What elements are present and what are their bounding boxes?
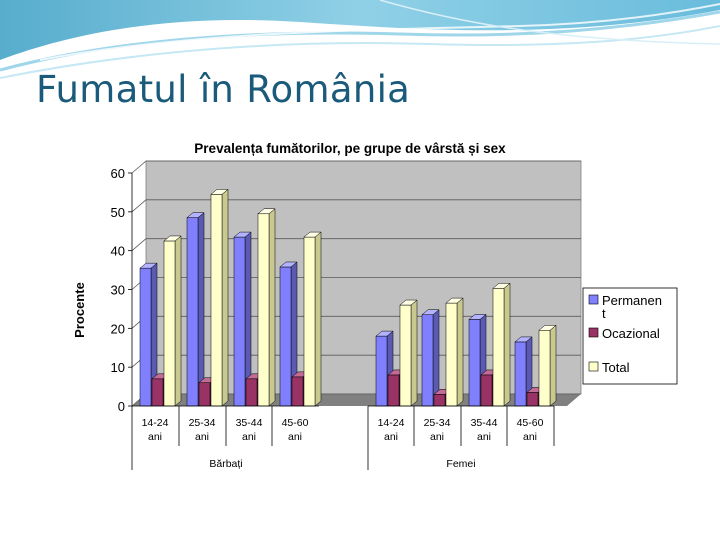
bar-ocazional: [433, 394, 446, 407]
bar-top-face: [514, 336, 533, 343]
legend-label-ocazional: Ocazional: [602, 326, 660, 341]
bar-total: [492, 288, 505, 407]
gridline: [131, 238, 581, 251]
bar-permanent: [468, 319, 481, 407]
bar-side-face: [268, 208, 276, 407]
bar-top-face: [210, 189, 229, 195]
bar-side-face: [456, 297, 464, 407]
bar-total: [445, 302, 458, 407]
y-tick-label: 60: [111, 166, 125, 181]
bar-total: [210, 194, 223, 407]
x-tick-label: 25-34: [189, 417, 216, 429]
bar-side-face: [197, 212, 205, 407]
slide-title: Fumatul în România: [36, 68, 411, 111]
chart-title: Prevalența fumătorilor, pe grupe de vârs…: [194, 141, 506, 156]
bar-top-face: [538, 325, 557, 331]
bar-top-face: [163, 235, 182, 242]
bar-total: [538, 330, 551, 407]
bar-top-face: [186, 212, 205, 218]
y-tick-label: 30: [111, 283, 125, 298]
bar-top-face: [257, 208, 276, 215]
bar-top-face: [303, 231, 322, 238]
x-tick-label: 25-34: [424, 417, 451, 429]
x-tick-label: 35-44: [236, 417, 263, 429]
bar-top-face: [421, 309, 440, 315]
legend-label-permanent: Permanen: [602, 293, 662, 308]
bar-ocazional: [151, 378, 164, 407]
x-tick-label: ani: [523, 431, 537, 443]
bar-permanent: [279, 266, 292, 407]
bar-ocazional: [291, 376, 304, 407]
bar-side-face: [221, 188, 229, 407]
x-tick-label: ani: [242, 431, 256, 443]
group-label: Bărbați: [209, 458, 242, 470]
y-tick-label: 10: [111, 360, 125, 375]
legend-box: [582, 287, 678, 385]
bar-side-face: [314, 231, 322, 407]
header-swoosh-decoration: [0, 0, 720, 79]
bar-ocazional: [480, 374, 493, 407]
bar-ocazional: [245, 378, 258, 407]
legend-swatch-ocazional: [588, 327, 599, 338]
x-tick-label: 45-60: [282, 417, 309, 429]
legend-label-permanent: t: [602, 306, 606, 321]
y-tick-label: 20: [111, 321, 125, 336]
bar-permanent: [186, 217, 199, 407]
bar-permanent: [233, 236, 246, 407]
bar-permanent: [514, 341, 527, 407]
bar-side-face: [503, 282, 511, 407]
gridline: [131, 160, 581, 174]
bar-top-face: [279, 261, 298, 268]
bar-side-face: [174, 235, 182, 407]
bar-permanent: [421, 314, 434, 407]
bar-top-face: [399, 299, 418, 306]
x-tick-label: ani: [148, 431, 162, 443]
x-tick-label: ani: [288, 431, 302, 443]
y-tick-label: 0: [118, 399, 125, 414]
bar-top-face: [445, 297, 464, 304]
bar-permanent: [139, 267, 152, 407]
x-tick-label: ani: [384, 431, 398, 443]
bar-top-face: [375, 330, 394, 337]
bar-total: [257, 213, 270, 407]
x-tick-label: 45-60: [517, 417, 544, 429]
bar-side-face: [410, 299, 418, 407]
bar-ocazional: [526, 392, 539, 407]
y-axis-label: Procente: [72, 282, 87, 338]
bar-total: [163, 240, 176, 407]
legend-swatch-permanent: [588, 294, 599, 305]
x-tick-label: ani: [430, 431, 444, 443]
legend-swatch-total: [588, 361, 599, 372]
legend-label-total: Total: [602, 360, 630, 375]
y-tick-label: 40: [111, 244, 125, 259]
bar-permanent: [375, 335, 388, 407]
group-label: Femei: [446, 458, 475, 470]
gridline: [131, 199, 581, 213]
bar-top-face: [233, 231, 252, 238]
bar-side-face: [549, 324, 557, 407]
x-tick-label: 14-24: [142, 417, 169, 429]
bar-top-face: [468, 314, 487, 320]
x-tick-label: 35-44: [471, 417, 498, 429]
bar-total: [303, 236, 316, 407]
x-tick-label: ani: [477, 431, 491, 443]
x-tick-label: ani: [195, 431, 209, 443]
y-tick-label: 50: [111, 205, 125, 220]
bar-top-face: [139, 262, 158, 269]
bar-top-face: [492, 283, 511, 289]
chart-figure: Prevalența fumătorilor, pe grupe de vârs…: [36, 124, 680, 476]
bar-ocazional: [387, 374, 400, 407]
x-tick-label: 14-24: [378, 417, 405, 429]
bar-chart: Prevalența fumătorilor, pe grupe de vârs…: [72, 141, 678, 470]
bar-total: [399, 304, 412, 407]
bar-ocazional: [198, 382, 211, 407]
